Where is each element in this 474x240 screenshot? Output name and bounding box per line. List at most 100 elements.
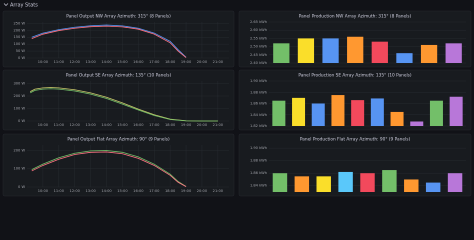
x-tick-label: 16:00 [133,189,144,193]
collapse-icon[interactable] [3,3,9,6]
y-tick-label: 2.65 kWh [250,20,267,24]
x-tick-label: 14:00 [101,123,112,127]
x-tick-label: 18:00 [165,123,176,127]
panel-title: Panel Production Flat Array Azimuth: 90°… [300,137,411,143]
y-tick-label: 1.82 kWh [250,124,267,128]
bar [331,95,345,126]
bar [294,176,310,192]
bar [447,173,463,192]
x-tick-label: 16:00 [133,60,144,64]
bar [404,179,419,192]
bar [396,53,413,63]
panel-title: Panel Production NW Array Azimuth: 315° … [299,14,412,20]
bar [360,173,375,192]
y-tick-label: 300 W [13,82,25,86]
panel-title: Panel Output SE Array Azimuth: 135° (10 … [66,73,172,79]
dashboard: Array Stats Panel Output NW Array Azimut… [2,2,472,197]
bar [449,96,463,126]
bar [371,41,388,63]
y-tick-label: 1.84 kWh [250,113,267,117]
x-tick-label: 14:00 [101,60,112,64]
y-tick-label: 100 W [13,107,25,111]
panel [2,69,235,131]
x-tick-label: 14:00 [101,189,112,193]
y-tick-label: 0 W [18,185,25,189]
bar [347,36,364,63]
bar [273,43,290,63]
x-tick-label: 15:00 [117,60,128,64]
bar [316,176,331,192]
y-tick-label: 2.50 kWh [250,45,267,49]
panel [2,10,235,68]
y-tick-label: 0 W [18,56,25,60]
x-tick-label: 21:00 [213,189,224,193]
y-tick-label: 100 W [13,167,25,171]
x-tick-label: 10:00 [38,189,49,193]
bar [297,38,315,63]
x-tick-label: 10:00 [38,123,49,127]
y-tick-label: 2.55 kWh [250,36,267,40]
x-tick-label: 21:00 [213,60,224,64]
line-series [31,150,187,187]
x-tick-label: 11:00 [54,60,65,64]
x-tick-label: 20:00 [197,123,208,127]
bar [382,170,397,192]
panel [2,133,235,197]
page: Array Stats Panel Output NW Array Azimut… [2,2,472,197]
x-tick-label: 15:00 [117,189,128,193]
line-series [29,88,218,122]
line-series [31,24,187,58]
x-tick-label: 17:00 [149,123,160,127]
y-tick-label: 100 W [13,42,25,46]
bar [370,98,384,126]
x-tick-label: 11:00 [54,189,65,193]
x-tick-label: 18:00 [165,189,176,193]
x-tick-label: 12:00 [70,123,81,127]
bar [420,44,438,63]
y-tick-label: 1.88 kWh [250,90,267,94]
y-tick-label: 200 W [13,148,25,152]
x-tick-label: 18:00 [165,60,176,64]
y-tick-label: 200 W [13,28,25,32]
y-tick-label: 250 W [13,21,25,25]
x-tick-label: 19:00 [181,60,192,64]
y-tick-label: 2.45 kWh [250,53,267,57]
bar [272,100,286,126]
y-tick-label: 1.86 kWh [250,102,267,106]
x-tick-label: 13:00 [85,60,96,64]
panel-title: Panel Output Flat Array Azimuth: 90° (9 … [67,137,170,143]
y-tick-label: 1.90 kWh [250,146,267,150]
x-tick-label: 20:00 [197,60,208,64]
x-tick-label: 20:00 [197,189,208,193]
y-tick-label: 200 W [13,94,25,98]
y-tick-label: 1.84 kWh [250,184,267,188]
x-tick-label: 12:00 [70,189,81,193]
bar [338,171,353,192]
y-tick-label: 1.90 kWh [250,79,267,83]
x-tick-label: 16:00 [133,123,144,127]
x-tick-label: 12:00 [70,60,81,64]
x-tick-label: 13:00 [85,189,96,193]
line-series [31,25,187,58]
bar [292,97,306,126]
bar [311,103,325,126]
x-tick-label: 11:00 [54,123,65,127]
panel-title: Panel Production SE Array Azimuth: 135° … [298,73,412,79]
y-tick-label: 50 W [16,49,26,53]
y-tick-label: 0 W [18,119,25,123]
bar [445,43,462,63]
x-tick-label: 10:00 [38,60,49,64]
y-tick-label: 2.40 kWh [250,61,267,65]
bar [390,111,404,126]
row-title[interactable]: Array Stats [10,3,38,9]
y-tick-label: 150 W [13,35,25,39]
x-tick-label: 21:00 [213,123,224,127]
bar [429,100,443,126]
y-tick-label: 2.60 kWh [250,28,267,32]
x-tick-label: 19:00 [181,189,192,193]
x-tick-label: 19:00 [181,123,192,127]
panel-title: Panel Output NW Array Azimuth: 315° (8 P… [66,14,171,20]
bar [410,121,424,126]
bar [351,100,365,126]
bar [425,182,441,192]
